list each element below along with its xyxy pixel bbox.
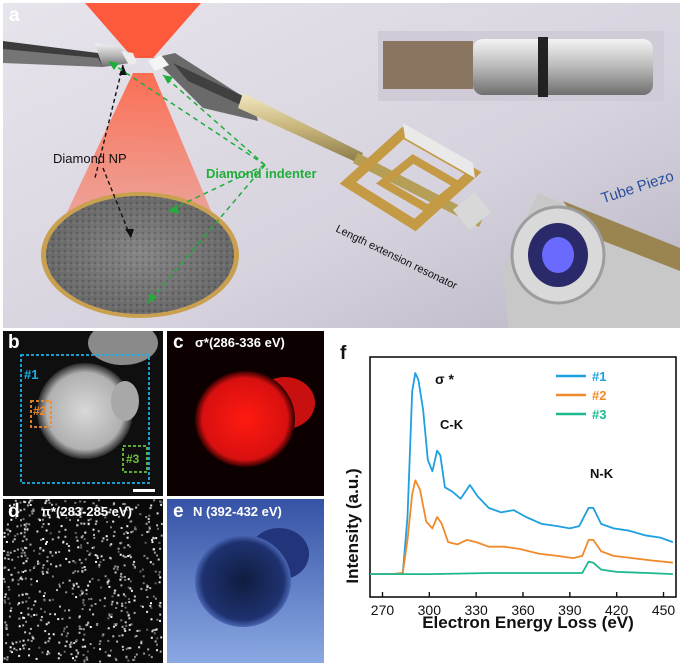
panel-d: d π*(283-285 eV) — [3, 499, 163, 663]
np-arrow-down — [102, 167, 132, 239]
region-3-box — [122, 445, 148, 473]
panel-a-label: a — [9, 5, 20, 26]
panel-f-label: f — [340, 343, 347, 364]
panel-c: c σ*(286-336 eV) — [167, 331, 324, 496]
legend-label-1: #1 — [592, 369, 606, 384]
sigma-map — [195, 371, 315, 467]
legend-label-2: #2 — [592, 388, 606, 403]
region-2-box — [30, 400, 52, 428]
region-2-label: #2 — [33, 404, 47, 418]
x-tick-label: 360 — [511, 602, 535, 618]
panel-a: a Diamond NP Diamond indenter Length ext… — [3, 3, 680, 328]
legend-label-3: #3 — [592, 407, 606, 422]
panel-c-label: c — [173, 332, 184, 353]
x-tick-label: 330 — [464, 602, 488, 618]
x-tick-label: 390 — [558, 602, 582, 618]
scale-bar — [133, 489, 155, 492]
x-tick-label: 420 — [605, 602, 629, 618]
plot-frame — [369, 356, 677, 598]
panel-b-label: b — [8, 332, 20, 353]
diamond-np-label: Diamond NP — [53, 151, 127, 166]
y-axis-label: Intensity (a.u.) — [343, 468, 362, 583]
ck-annotation: C-K — [440, 417, 464, 432]
panel-f: f 270 300 330 360 390 420 450 #1 #2 #3 Intensity … — [328, 331, 680, 663]
panel-d-label: d — [8, 501, 20, 522]
nk-annotation: N-K — [590, 466, 614, 481]
panel-d-title: π*(283-285 eV) — [41, 504, 132, 519]
series-line-1 — [370, 372, 674, 575]
haadf-image — [20, 331, 158, 492]
x-axis-label: Electron Energy Loss (eV) — [422, 613, 634, 632]
instrument-illustration — [3, 3, 680, 328]
series-line-3 — [370, 560, 673, 575]
region-3-label: #3 — [126, 452, 140, 466]
x-tick-label: 450 — [652, 602, 676, 618]
region-1-label: #1 — [24, 367, 39, 382]
sigma-annotation: σ * — [435, 371, 454, 387]
x-tick-label: 300 — [418, 602, 442, 618]
nitrogen-map — [167, 499, 324, 663]
panel-e: e N (392-432 eV) — [167, 499, 324, 663]
panel-b: b #1 #2 #3 — [3, 331, 163, 496]
np-arrow-up — [94, 64, 124, 179]
region-1-box — [20, 354, 150, 484]
panel-e-title: N (392-432 eV) — [193, 504, 282, 519]
panel-c-title: σ*(286-336 eV) — [195, 335, 285, 350]
diamond-indenter-label: Diamond indenter — [206, 166, 317, 181]
indenter-arrows — [107, 60, 266, 304]
eels-spectrum-chart: 270 300 330 360 390 420 450 #1 #2 #3 Intensity (a… — [343, 356, 677, 632]
series-line-2 — [370, 479, 673, 575]
x-tick-label: 270 — [371, 602, 395, 618]
panel-e-label: e — [173, 501, 184, 522]
pi-map — [3, 499, 163, 663]
